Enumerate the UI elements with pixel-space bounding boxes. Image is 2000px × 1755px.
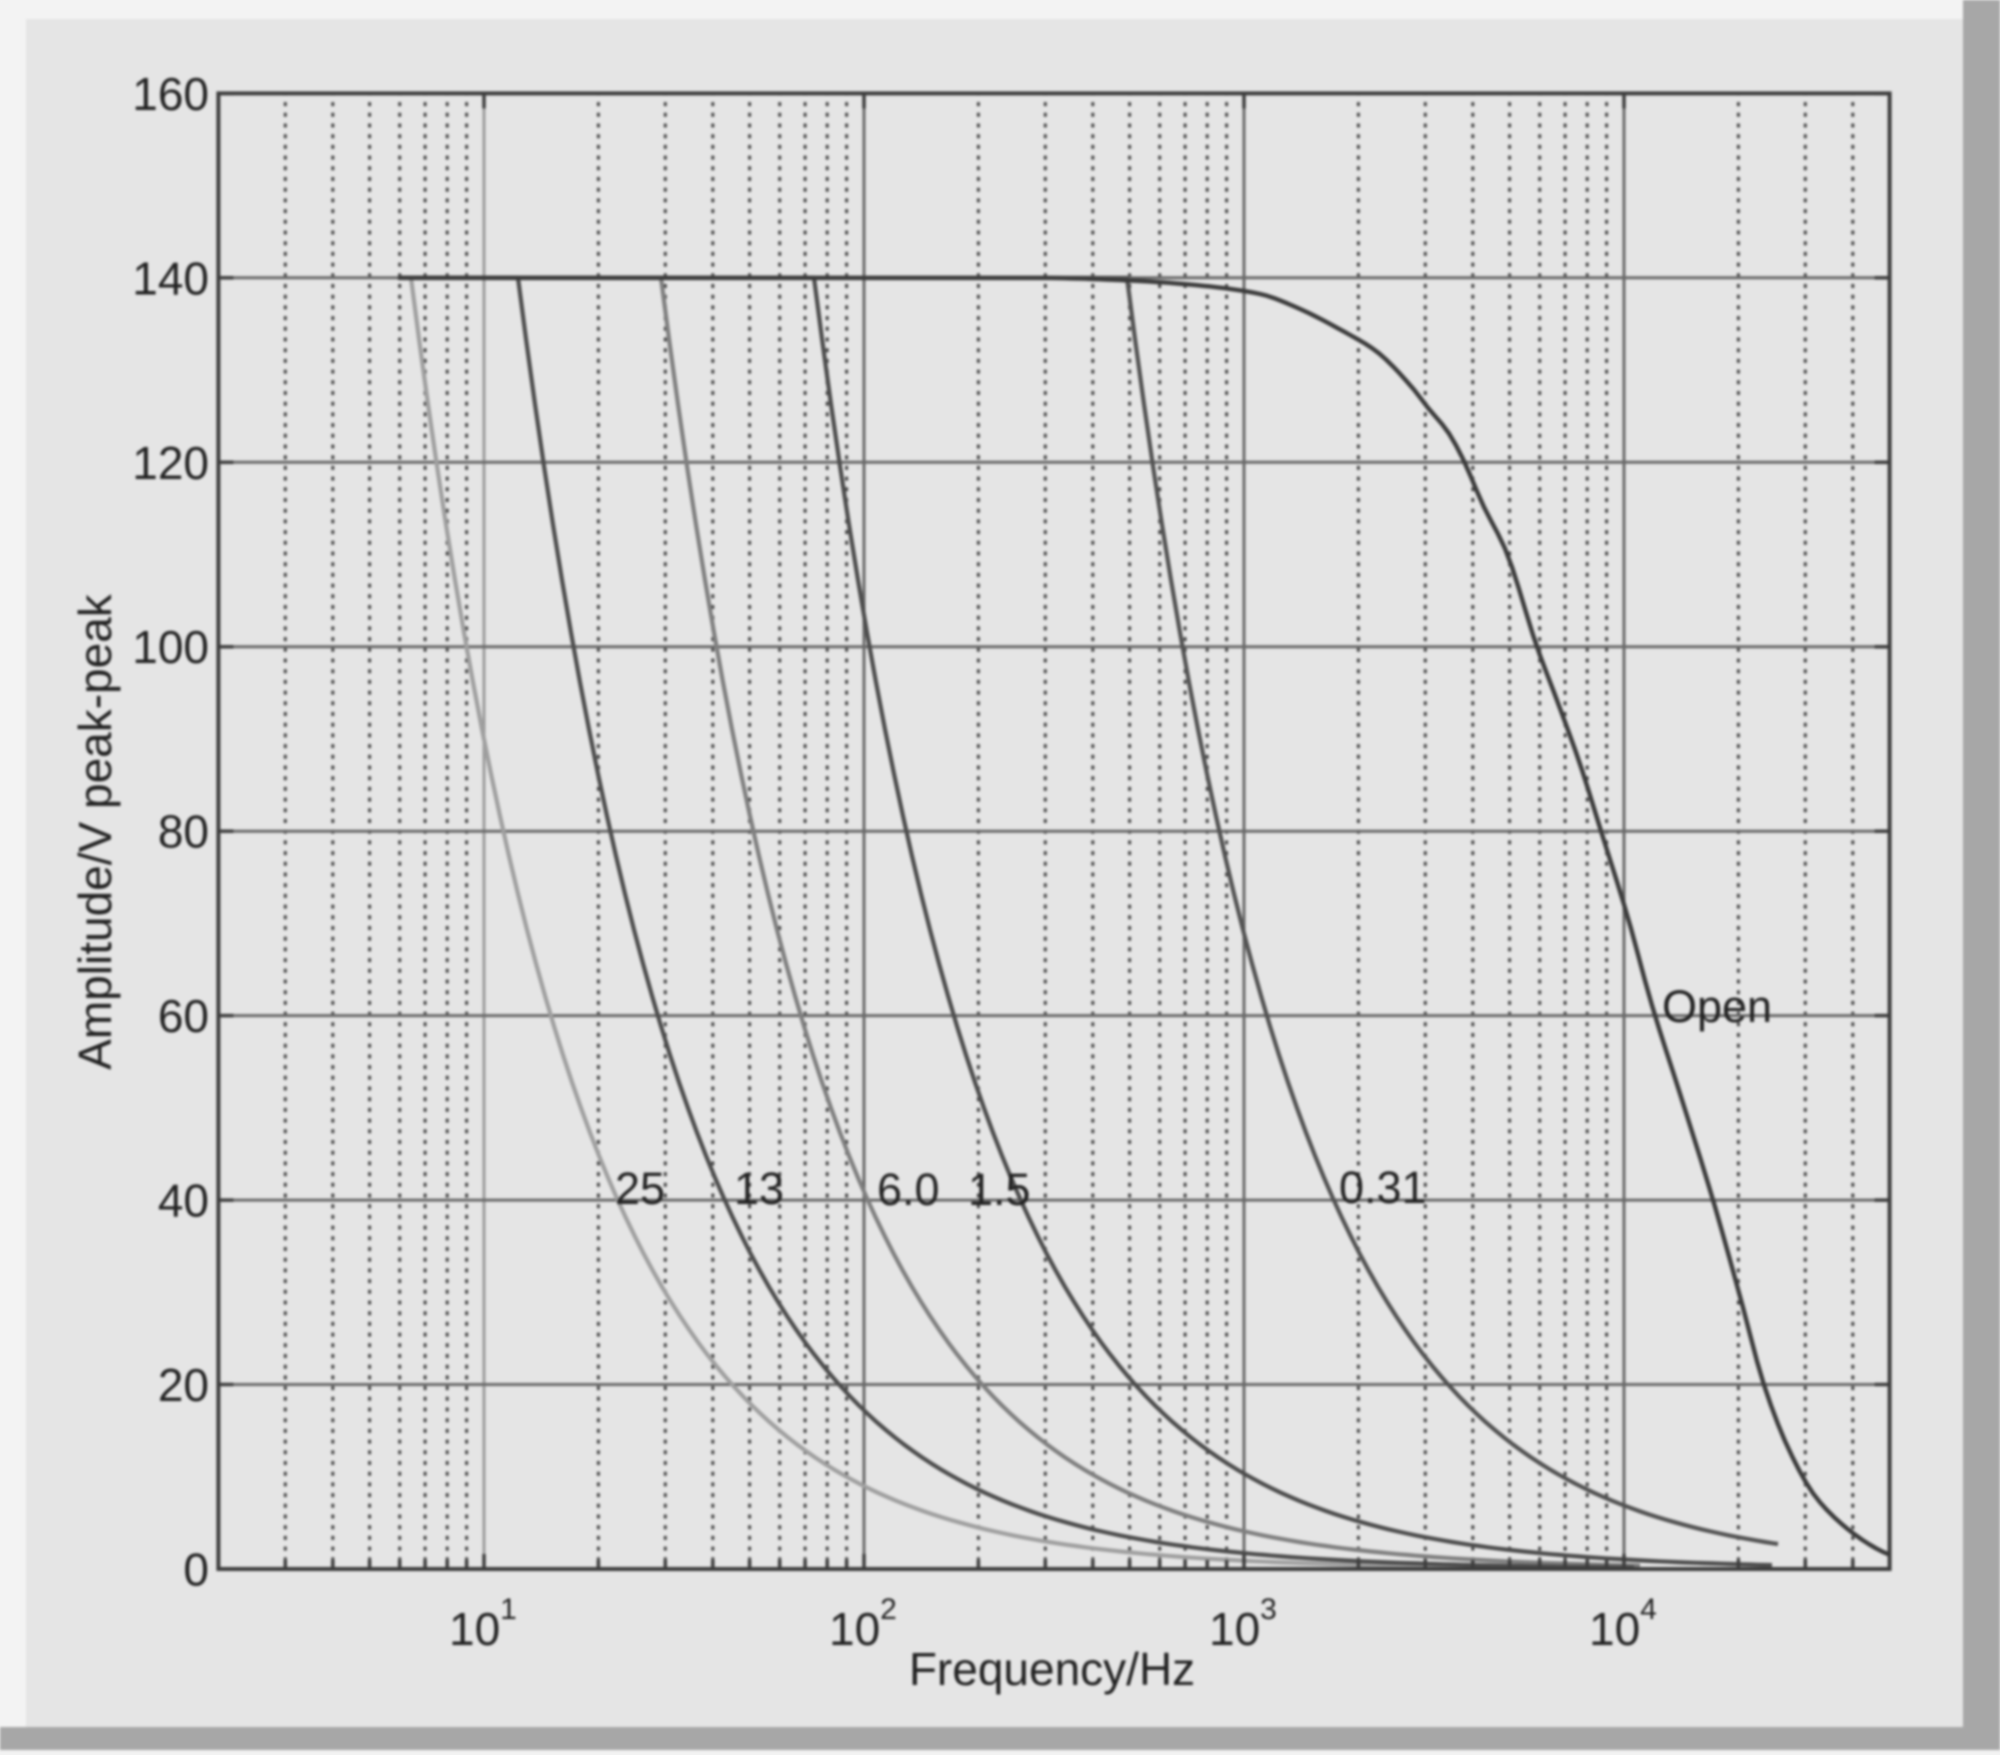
svg-text:140: 140 <box>132 252 209 304</box>
svg-text:0.31: 0.31 <box>1339 1162 1427 1213</box>
svg-text:13: 13 <box>734 1163 784 1214</box>
svg-text:20: 20 <box>158 1359 209 1411</box>
svg-text:6.0: 6.0 <box>877 1164 940 1215</box>
svg-text:100: 100 <box>132 621 209 673</box>
svg-text:1.5: 1.5 <box>968 1164 1031 1215</box>
svg-text:120: 120 <box>132 437 209 489</box>
svg-text:Amplitude/V peak-peak: Amplitude/V peak-peak <box>69 593 121 1070</box>
svg-text:Open: Open <box>1662 981 1772 1032</box>
svg-text:80: 80 <box>158 806 209 858</box>
svg-text:40: 40 <box>158 1175 209 1227</box>
svg-text:104: 104 <box>1589 1593 1657 1655</box>
svg-text:Frequency/Hz: Frequency/Hz <box>909 1643 1195 1695</box>
svg-text:25: 25 <box>615 1163 665 1214</box>
svg-text:60: 60 <box>158 990 209 1042</box>
svg-text:0: 0 <box>183 1544 209 1596</box>
svg-text:160: 160 <box>132 68 209 120</box>
